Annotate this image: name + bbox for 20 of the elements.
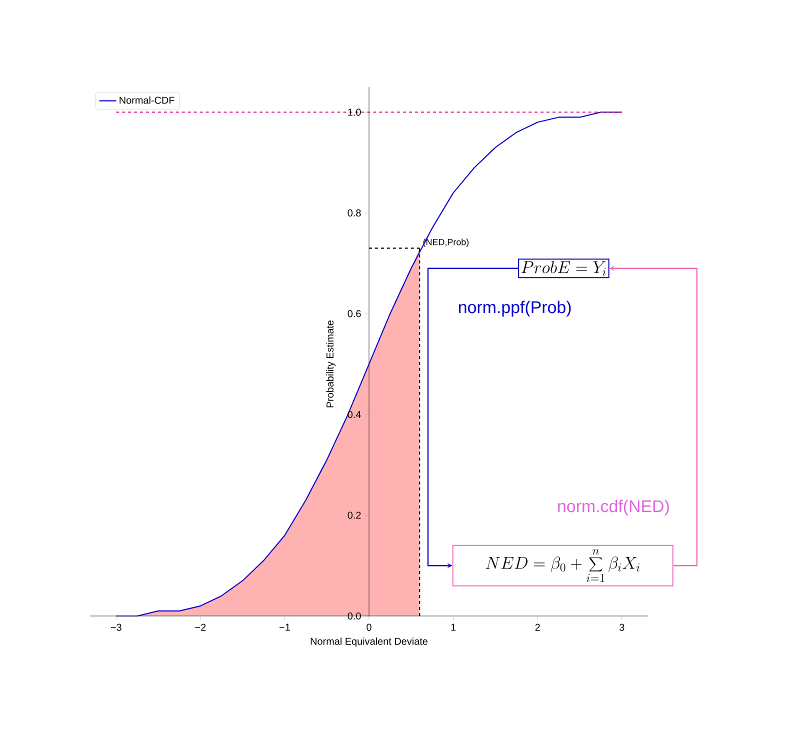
y-tick-label: 1.0 xyxy=(348,108,361,116)
y-tick-label: 0.4 xyxy=(348,410,361,418)
x-tick-label: 3 xyxy=(619,624,624,631)
x-tick-label: 2 xyxy=(535,624,540,631)
x-tick-label: −1 xyxy=(280,624,290,631)
y-tick-label: 0.6 xyxy=(348,310,361,318)
annotation: $NED = \beta_0 + \sum_{i=1}^{n} \beta_i X_i$ xyxy=(486,549,640,582)
y-axis-title: Probability Estimate xyxy=(326,320,336,408)
annotation: norm.ppf(Prob) xyxy=(459,300,571,317)
y-tick-label: 0.2 xyxy=(348,512,361,519)
legend-label: Normal-CDF xyxy=(120,96,174,104)
annotation: norm.cdf(NED) xyxy=(558,500,669,516)
y-tick-label: 0.0 xyxy=(348,612,361,620)
x-tick-label: 0 xyxy=(366,624,372,631)
x-tick-label: 1 xyxy=(451,624,456,631)
y-tick-label: 0.8 xyxy=(348,209,361,216)
x-tick-label: −3 xyxy=(110,624,122,631)
x-tick-label: −2 xyxy=(195,624,206,631)
annotation: $ProbE = Y_i$ xyxy=(521,261,606,276)
x-axis-title: Normal Equivalent Deviate xyxy=(310,638,428,647)
